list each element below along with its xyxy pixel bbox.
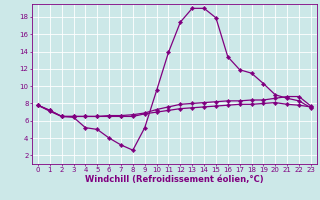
X-axis label: Windchill (Refroidissement éolien,°C): Windchill (Refroidissement éolien,°C): [85, 175, 264, 184]
